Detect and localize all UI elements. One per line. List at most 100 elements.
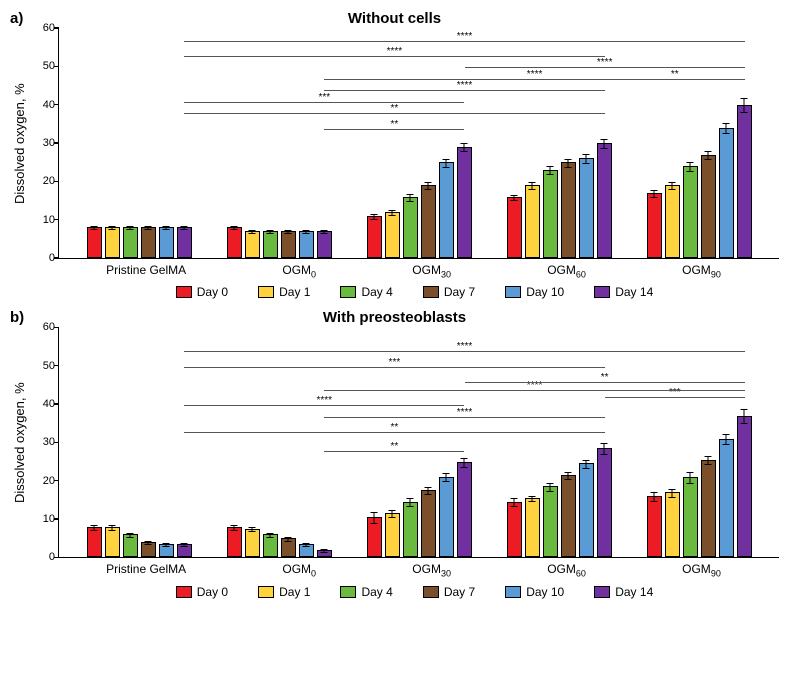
bar [159, 227, 174, 258]
bar [385, 513, 400, 557]
error-bar [288, 537, 289, 542]
legend-label: Day 0 [197, 285, 228, 299]
ytick-label: 40 [29, 398, 55, 410]
legend-item: Day 0 [176, 585, 228, 599]
bar [263, 231, 278, 258]
bar [597, 143, 612, 258]
bar [579, 463, 594, 557]
ytick-label: 10 [29, 214, 55, 226]
legend: Day 0Day 1Day 4Day 7Day 10Day 14 [10, 579, 779, 601]
error-bar [410, 194, 411, 202]
bar [317, 231, 332, 258]
legend-swatch [594, 286, 610, 298]
bar [403, 502, 418, 558]
legend-item: Day 7 [423, 285, 475, 299]
error-bar [252, 230, 253, 234]
error-bar [550, 483, 551, 493]
panel-panel_a: a)Without cellsDissolved oxygen, %010203… [10, 10, 779, 301]
legend-label: Day 1 [279, 585, 310, 599]
xlabel: Pristine GelMA [106, 263, 186, 279]
legend-swatch [423, 286, 439, 298]
legend-swatch [340, 286, 356, 298]
error-bar [708, 151, 709, 161]
error-bar [672, 489, 673, 498]
bar-group [647, 416, 752, 558]
error-bar [410, 498, 411, 507]
error-bar [446, 473, 447, 482]
error-bar [94, 226, 95, 230]
error-bar [744, 409, 745, 424]
bar [177, 544, 192, 557]
legend-swatch [505, 286, 521, 298]
legend-swatch [176, 286, 192, 298]
legend-item: Day 10 [505, 285, 564, 299]
bar [367, 216, 382, 258]
legend-item: Day 14 [594, 285, 653, 299]
bar [159, 544, 174, 557]
legend-item: Day 14 [594, 585, 653, 599]
error-bar [654, 492, 655, 501]
ytick-label: 0 [29, 551, 55, 563]
bar [665, 185, 680, 258]
error-bar [672, 182, 673, 190]
error-bar [130, 226, 131, 230]
bar [719, 128, 734, 258]
error-bar [252, 527, 253, 532]
bar [647, 193, 662, 258]
bar-group [647, 105, 752, 258]
error-bar [306, 543, 307, 547]
error-bar [324, 230, 325, 234]
legend-swatch [423, 586, 439, 598]
bar [281, 231, 296, 258]
legend-item: Day 0 [176, 285, 228, 299]
legend-item: Day 1 [258, 285, 310, 299]
bar [683, 166, 698, 258]
panel-panel_b: b)With preosteoblastsDissolved oxygen, %… [10, 309, 779, 600]
error-bar [324, 549, 325, 553]
error-bar [94, 525, 95, 531]
legend-item: Day 4 [340, 585, 392, 599]
ytick-label: 50 [29, 60, 55, 72]
legend-item: Day 1 [258, 585, 310, 599]
error-bar [234, 525, 235, 531]
x-axis-labels: Pristine GelMAOGM0OGM30OGM60OGM90 [10, 558, 779, 578]
bar-group [227, 527, 332, 558]
ytick-label: 10 [29, 513, 55, 525]
bar [317, 550, 332, 558]
ytick-label: 0 [29, 252, 55, 264]
legend: Day 0 Day 1 Day 4 Day 7 Day 10 Day 14 [10, 279, 779, 301]
bar [647, 496, 662, 557]
bar [281, 538, 296, 557]
legend-label: Day 10 [526, 285, 564, 299]
legend-item: Day 7 [423, 585, 475, 599]
legend-swatch [258, 586, 274, 598]
error-bar [166, 226, 167, 230]
legend-label: Day 14 [615, 285, 653, 299]
bar [227, 227, 242, 258]
error-bar [392, 210, 393, 215]
bar-group [507, 448, 612, 557]
error-bar [270, 230, 271, 234]
xlabel: OGM60 [547, 263, 586, 279]
panel-label: b) [10, 309, 24, 326]
legend-item: Day 4 [340, 285, 392, 299]
bar [367, 517, 382, 557]
bar [507, 197, 522, 258]
error-bar [568, 159, 569, 168]
bar-group [367, 462, 472, 558]
ytick-label: 20 [29, 175, 55, 187]
bar [543, 170, 558, 258]
legend-label: Day 7 [444, 585, 475, 599]
bar [421, 185, 436, 258]
xlabel: Pristine GelMA [106, 562, 186, 578]
panel-title: Without cells [10, 10, 779, 27]
legend-swatch [340, 586, 356, 598]
panel-label: a) [10, 10, 23, 27]
error-bar [586, 460, 587, 469]
legend-swatch [258, 286, 274, 298]
error-bar [288, 230, 289, 234]
xlabel: OGM90 [682, 562, 721, 578]
bar [543, 486, 558, 557]
error-bar [464, 143, 465, 152]
error-bar [514, 498, 515, 507]
